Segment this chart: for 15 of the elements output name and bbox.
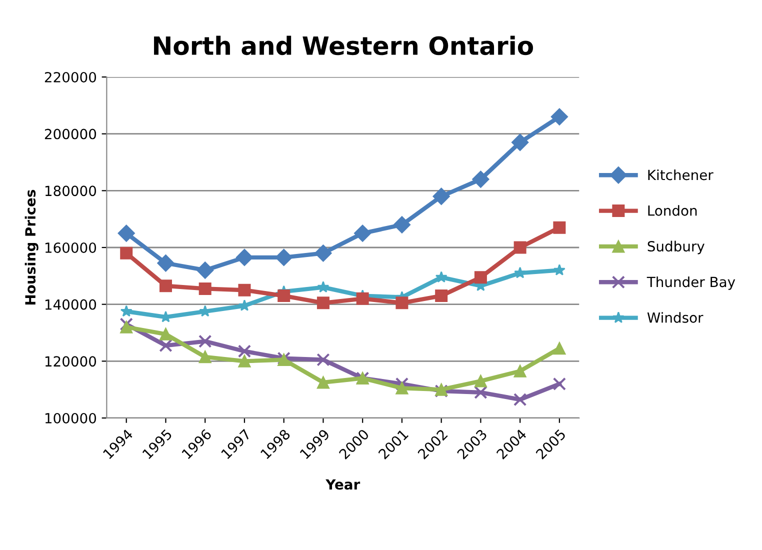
legend-label: Sudbury [648, 240, 704, 254]
legend-label: Kitchener [648, 169, 714, 180]
y-tick-label: 180000 [45, 186, 96, 196]
y-tick-label: 200000 [44, 128, 96, 140]
legend-label: London [648, 205, 697, 216]
y-axis-title: Housing Prices [24, 190, 38, 304]
legend-label: Thunder Bay [646, 276, 736, 290]
legend-label: Windsor [647, 312, 704, 323]
y-tick-label: 100000 [45, 412, 96, 424]
y-tick-label: 120000 [45, 356, 96, 367]
y-tick-label: 160000 [45, 242, 96, 253]
y-tick-label: 220000 [44, 72, 96, 82]
chart-title: North and Western Ontario [154, 36, 533, 56]
x-axis-title: Year [326, 479, 360, 490]
y-tick-label: 140000 [45, 299, 96, 310]
